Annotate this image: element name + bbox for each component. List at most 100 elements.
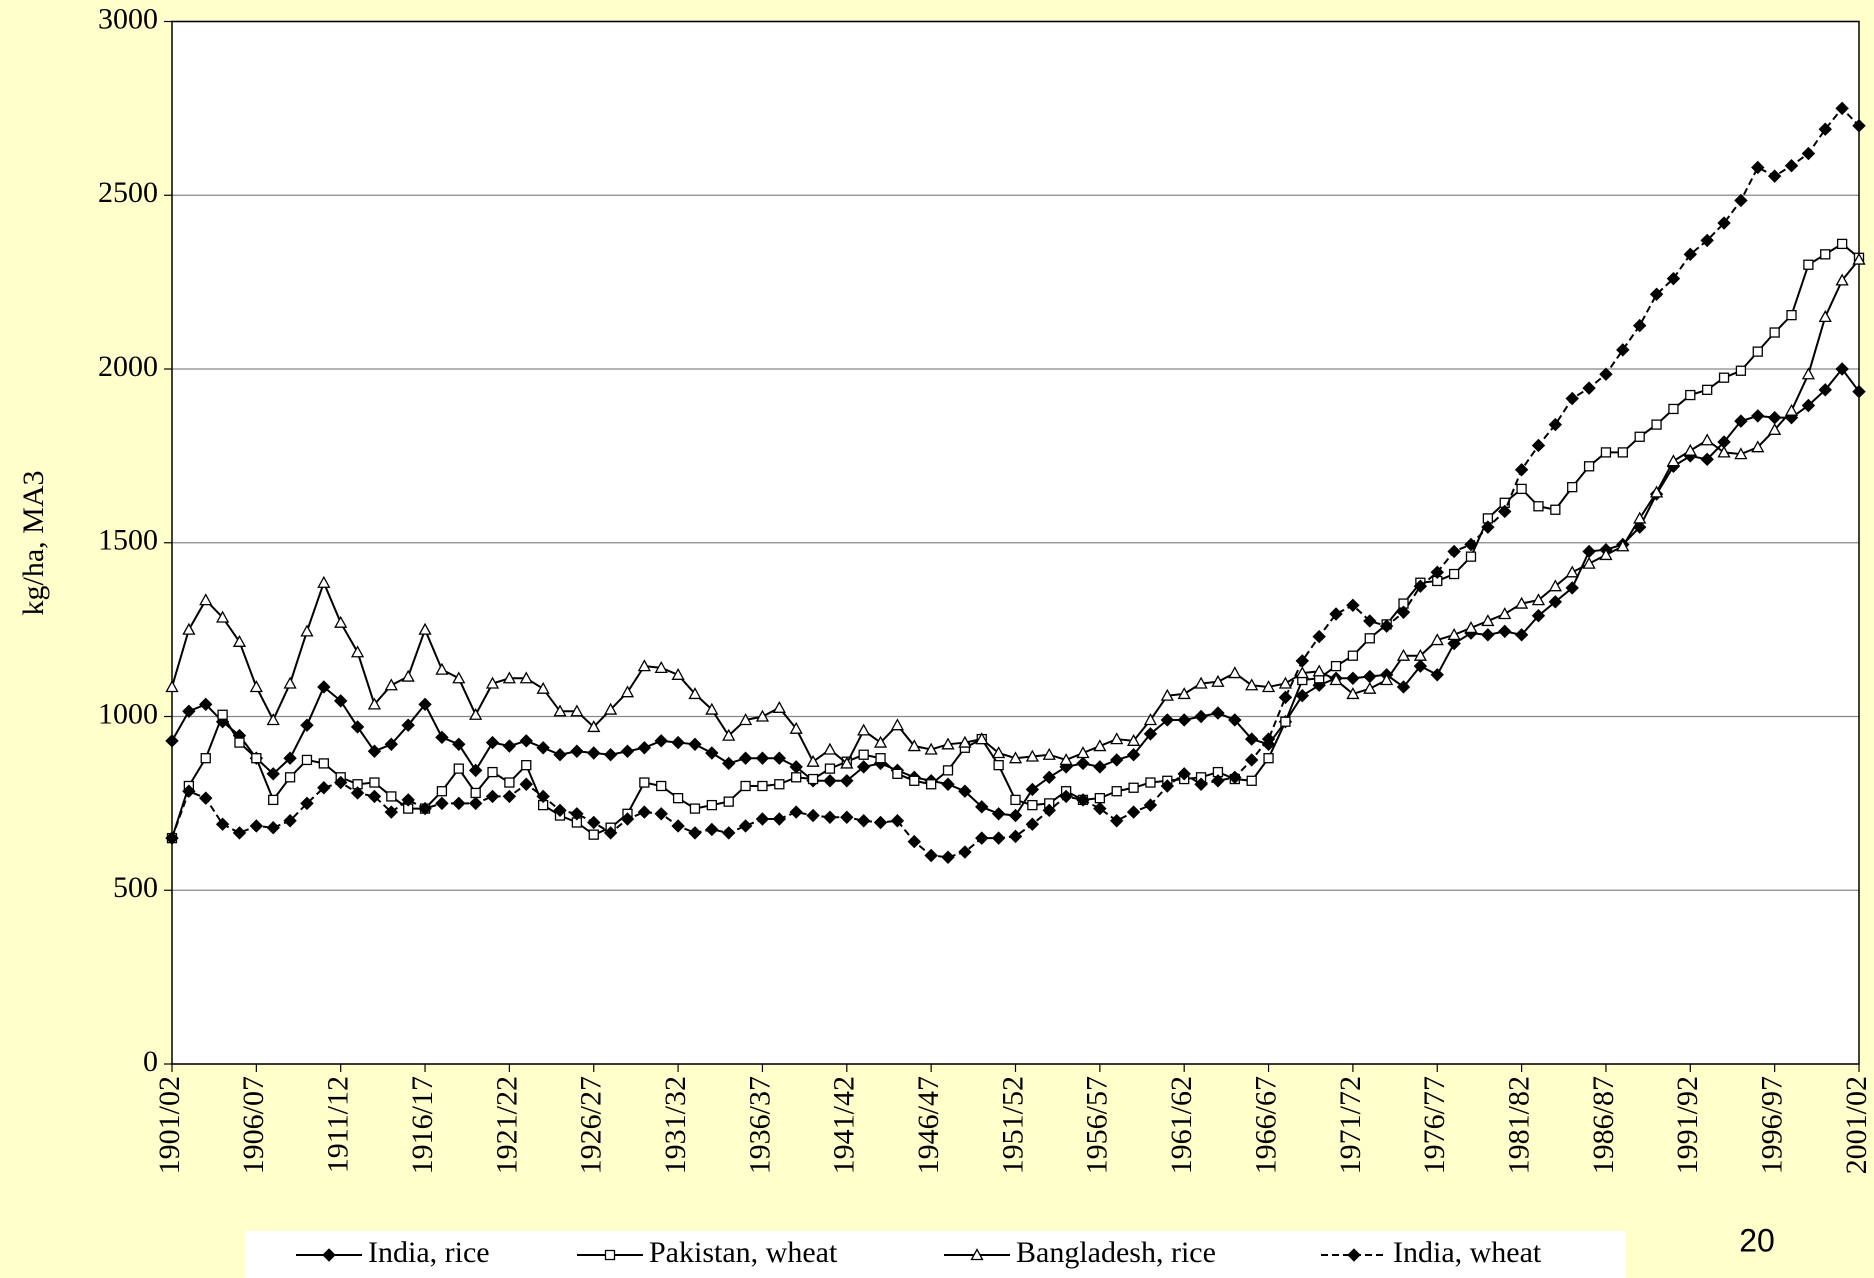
marker (1143, 713, 1158, 726)
marker (453, 763, 464, 774)
marker (1516, 483, 1527, 495)
marker (232, 634, 247, 647)
marker (1447, 544, 1461, 559)
marker (1818, 122, 1832, 136)
marker (384, 737, 399, 752)
marker (1143, 798, 1158, 812)
marker (993, 760, 1004, 771)
marker (757, 780, 768, 792)
marker (452, 737, 466, 752)
marker (1818, 383, 1832, 397)
marker (1835, 273, 1849, 286)
marker (487, 766, 498, 778)
marker (941, 850, 955, 864)
x-tick-label: 2001/02 (1840, 1076, 1873, 1174)
marker (1548, 417, 1563, 432)
marker (1801, 398, 1816, 413)
marker (941, 777, 955, 791)
marker (266, 713, 280, 726)
marker (587, 746, 601, 760)
marker (1498, 607, 1512, 620)
marker (1430, 668, 1444, 682)
marker (1734, 447, 1748, 460)
marker (1295, 654, 1309, 668)
marker (688, 737, 702, 752)
marker (654, 661, 668, 673)
marker (182, 622, 196, 635)
marker (1430, 633, 1444, 646)
marker (350, 645, 365, 658)
marker (671, 735, 685, 750)
marker (1295, 666, 1309, 679)
marker (1042, 803, 1056, 818)
marker (200, 753, 211, 764)
marker (1380, 673, 1394, 686)
marker (1768, 422, 1782, 435)
marker (1177, 713, 1191, 727)
marker (1094, 793, 1105, 804)
marker (199, 593, 213, 606)
marker (301, 754, 313, 766)
legend-box (245, 1231, 1626, 1278)
marker (570, 744, 584, 758)
marker (283, 676, 297, 689)
y-tick-label: 0 (143, 1045, 158, 1078)
marker (1027, 799, 1038, 811)
marker (840, 810, 854, 824)
x-tick-label: 1996/97 (1756, 1076, 1789, 1174)
marker (1632, 318, 1647, 333)
marker (1228, 713, 1242, 727)
marker (1211, 674, 1225, 687)
legend-label: India, rice (368, 1236, 490, 1269)
x-tick-label: 1901/02 (153, 1076, 186, 1174)
marker (1801, 146, 1816, 161)
marker (1465, 551, 1477, 562)
marker (1110, 814, 1124, 828)
marker (199, 791, 213, 805)
marker (1126, 748, 1141, 762)
marker (1498, 504, 1512, 519)
legend-label: Bangladesh, rice (1016, 1236, 1216, 1269)
marker (1514, 463, 1529, 477)
x-tick-label: 1916/17 (406, 1076, 439, 1174)
marker (1565, 581, 1579, 595)
marker (1498, 624, 1512, 639)
marker (1379, 619, 1394, 633)
marker (553, 748, 567, 762)
marker (856, 814, 871, 828)
marker (1852, 119, 1866, 133)
marker (824, 763, 836, 774)
marker (1666, 271, 1681, 286)
marker (1448, 568, 1460, 580)
marker (1177, 687, 1191, 700)
marker (468, 763, 483, 778)
marker (992, 746, 1006, 759)
marker (755, 751, 770, 765)
marker (1364, 633, 1375, 644)
x-tick-label: 1971/72 (1334, 1076, 1367, 1174)
marker (1565, 391, 1579, 406)
marker (1481, 520, 1495, 534)
marker (435, 796, 449, 811)
marker (1093, 739, 1107, 752)
marker (1194, 676, 1208, 689)
marker (519, 777, 533, 791)
marker (1278, 676, 1293, 689)
marker (367, 744, 382, 758)
marker (536, 789, 550, 804)
x-tick-label: 1976/77 (1418, 1076, 1451, 1174)
marker (588, 829, 599, 840)
marker (1008, 751, 1023, 764)
marker (1263, 753, 1274, 764)
marker (1025, 817, 1040, 831)
x-tick-label: 1906/07 (237, 1076, 270, 1174)
marker (807, 773, 819, 785)
marker (322, 1248, 336, 1262)
marker (671, 819, 685, 833)
marker (1683, 443, 1697, 456)
marker (1025, 782, 1040, 797)
marker (436, 786, 448, 797)
marker (401, 718, 415, 732)
marker (890, 718, 905, 731)
marker (1244, 753, 1259, 767)
